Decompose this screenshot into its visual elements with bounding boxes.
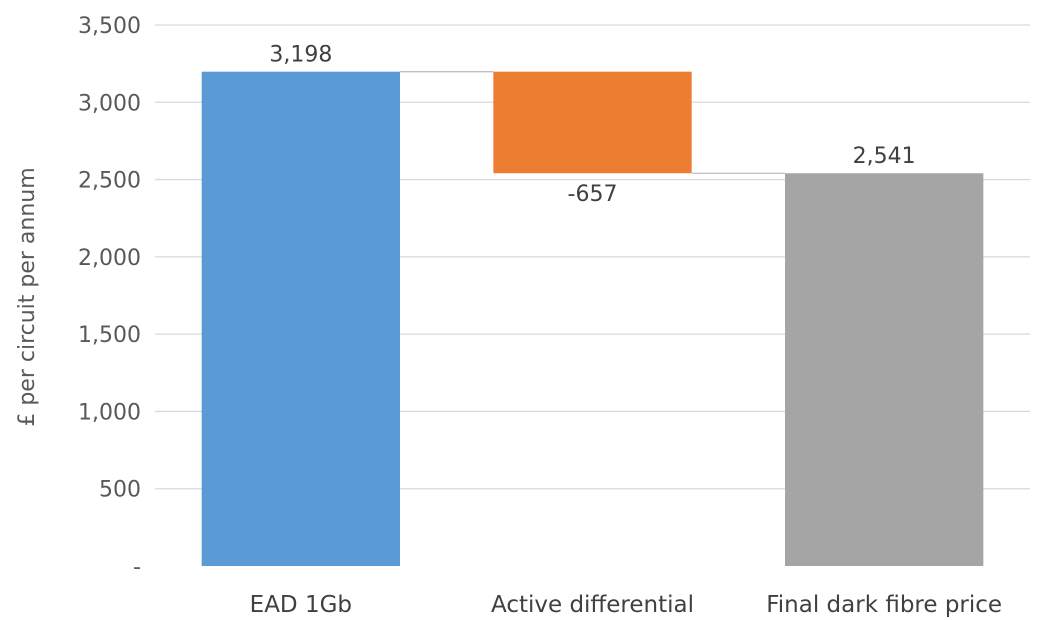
y-tick-label: 2,500 xyxy=(78,169,141,194)
bar xyxy=(201,71,400,566)
y-tick-label: - xyxy=(133,555,141,580)
y-tick-label: 1,000 xyxy=(78,400,141,425)
data-labels: 3,198 -657 2,541 xyxy=(269,43,915,208)
y-tick-label: 1,500 xyxy=(78,323,141,348)
y-axis-title: £ per circuit per annum xyxy=(15,167,40,426)
bar xyxy=(785,173,984,566)
y-tick-label: 2,000 xyxy=(78,246,141,271)
y-tick-label: 3,500 xyxy=(78,14,141,39)
bar xyxy=(493,71,692,174)
y-axis-ticks: - 500 1,000 1,500 2,000 2,500 3,000 3,500 xyxy=(78,14,141,580)
data-label: 3,198 xyxy=(269,43,332,68)
data-label: -657 xyxy=(568,182,618,207)
bars xyxy=(201,71,984,566)
category-label: Active differential xyxy=(491,592,694,618)
category-label: EAD 1Gb xyxy=(250,592,352,618)
category-labels: EAD 1Gb Active differential Final dark fib… xyxy=(250,592,1002,618)
category-label: Final dark fibre price xyxy=(766,592,1002,618)
data-label: 2,541 xyxy=(853,144,916,169)
y-tick-label: 500 xyxy=(99,478,141,503)
y-tick-label: 3,000 xyxy=(78,91,141,116)
